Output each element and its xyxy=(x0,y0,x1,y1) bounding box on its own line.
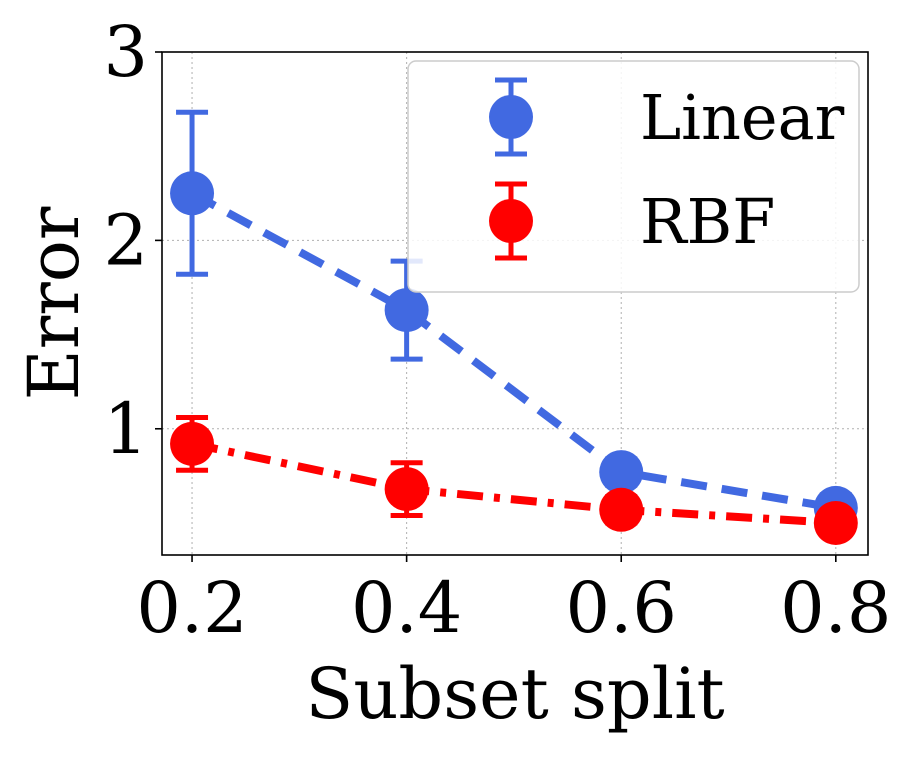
legend: Linear RBF xyxy=(407,60,860,293)
series-line-linear xyxy=(190,189,837,512)
legend-item-rbf: RBF xyxy=(489,181,775,261)
data-point-linear xyxy=(170,171,215,216)
data-point-linear xyxy=(599,450,644,495)
x-axis-ticks: 0.2 0.4 0.6 0.8 xyxy=(136,555,891,649)
data-point-linear xyxy=(384,288,429,333)
y-tick-label: 1 xyxy=(103,388,148,470)
series-line-rbf xyxy=(191,439,837,527)
data-markers xyxy=(170,171,858,545)
x-tick-label: 0.2 xyxy=(136,567,247,649)
x-tick-label: 0.4 xyxy=(351,567,462,649)
data-point-rbf xyxy=(170,421,215,466)
legend-marker-rbf xyxy=(489,199,533,243)
data-point-rbf xyxy=(813,500,858,545)
legend-label-rbf: RBF xyxy=(640,185,775,258)
y-tick-label: 2 xyxy=(103,199,148,281)
legend-label-linear: Linear xyxy=(640,81,845,154)
y-axis-label: Error xyxy=(13,206,95,400)
x-tick-label: 0.6 xyxy=(566,567,677,649)
y-tick-label: 3 xyxy=(103,11,148,93)
data-point-rbf xyxy=(384,467,429,512)
data-point-rbf xyxy=(599,487,644,532)
y-axis-ticks: 1 2 3 xyxy=(103,11,162,470)
plot-frame xyxy=(161,51,869,556)
x-tick-label: 0.8 xyxy=(780,567,891,649)
legend-marker-linear xyxy=(489,95,533,139)
x-axis-label: Subset split xyxy=(305,653,724,735)
series-lines xyxy=(190,189,837,527)
legend-item-linear: Linear xyxy=(489,77,845,157)
